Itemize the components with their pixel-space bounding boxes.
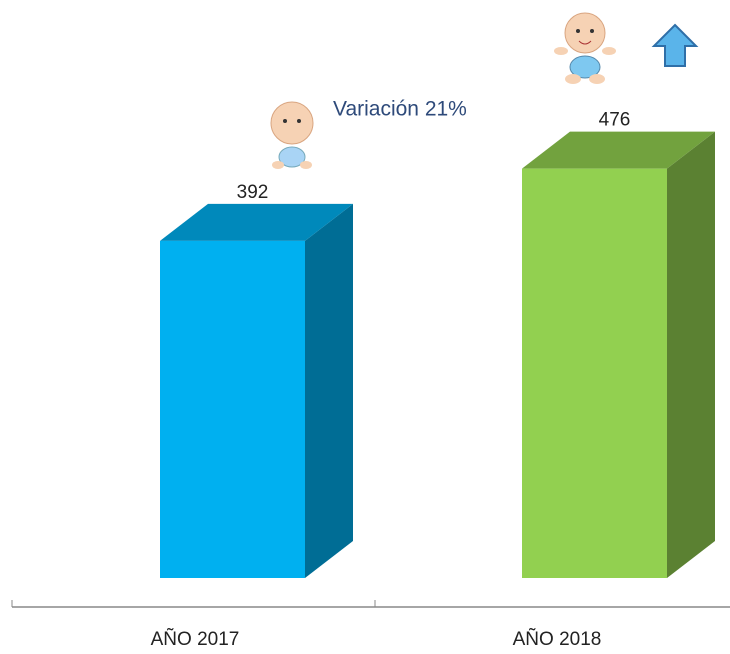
page: Variación 21% 392AÑO 2017476AÑO 2018 (()… (0, 0, 730, 654)
bar-side (667, 132, 715, 578)
bar (160, 241, 305, 578)
x-tick-label: AÑO 2018 (513, 628, 602, 650)
data-label: 392 (237, 182, 269, 203)
baby-icon (271, 102, 313, 169)
annotation: Variación 21% (333, 98, 467, 121)
data-label: 476 (599, 110, 631, 131)
chart: Variación 21% 392 AÑO 2017 476 AÑO 2018 (0, 0, 730, 654)
baby-icon (554, 13, 616, 84)
bar (522, 169, 667, 578)
bar-side (305, 204, 353, 578)
up-arrow-icon (654, 25, 696, 66)
x-tick-label: AÑO 2017 (151, 628, 240, 650)
